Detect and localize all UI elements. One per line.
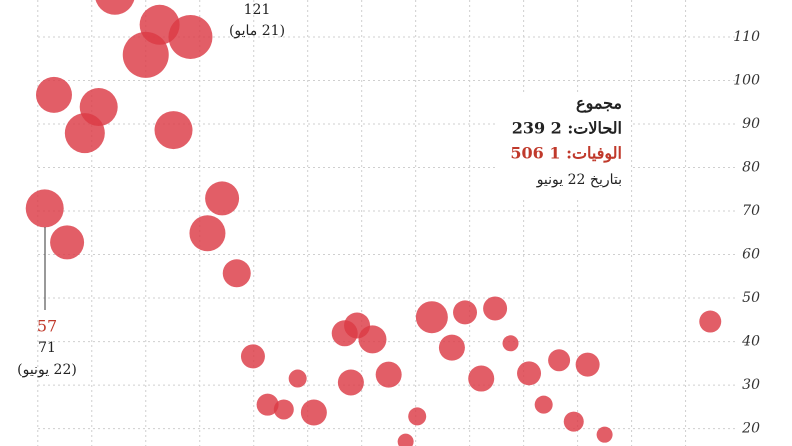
bubble <box>375 361 402 388</box>
bubble <box>300 399 327 426</box>
y-tick-label: 60 <box>742 247 760 263</box>
bubble <box>397 433 414 446</box>
annotation: (22 يونيو) <box>17 362 77 378</box>
y-tick-label: 40 <box>741 334 760 350</box>
bubble <box>596 426 613 443</box>
bubble <box>25 189 64 228</box>
bubble <box>50 225 85 260</box>
bubble <box>699 310 722 333</box>
bubble <box>168 14 213 59</box>
y-tick-label: 100 <box>733 72 760 88</box>
bubble <box>534 395 553 414</box>
bubble <box>453 300 478 325</box>
bubble <box>337 369 364 396</box>
bubble <box>288 369 307 388</box>
bubble <box>358 325 387 354</box>
bubble <box>122 31 169 78</box>
bubble <box>468 365 495 392</box>
totals-heading: مجموع <box>576 94 622 114</box>
bubble <box>189 215 226 252</box>
annotation: 121 <box>244 2 271 18</box>
bubble <box>483 296 508 321</box>
y-tick-label: 90 <box>742 116 760 132</box>
totals-date: بتاريخ 22 يونيو <box>536 172 622 188</box>
totals-cases: الحالات: 2 239 <box>512 119 622 138</box>
y-tick-label: 30 <box>742 377 760 393</box>
bubble <box>35 76 72 113</box>
annotation: (21 مايو) <box>229 23 285 39</box>
y-tick-label: 110 <box>733 29 760 45</box>
y-tick-label: 70 <box>742 203 760 219</box>
y-tick-label: 80 <box>742 160 760 176</box>
bubbles <box>25 0 722 446</box>
annotation: 57 <box>37 317 57 336</box>
bubble <box>575 352 600 377</box>
bubble <box>95 0 135 15</box>
bubble <box>438 334 465 361</box>
bubble <box>240 344 265 369</box>
totals-box <box>495 92 630 198</box>
bubble <box>256 393 279 416</box>
bubble <box>205 181 240 216</box>
bubble <box>415 301 448 334</box>
bubble <box>563 411 584 432</box>
annotation: 71 <box>38 340 56 356</box>
bubble <box>408 407 427 426</box>
bubble <box>64 113 105 154</box>
bubble <box>273 399 294 420</box>
y-tick-label: 20 <box>741 421 760 437</box>
totals-deaths: الوفيات: 1 506 <box>510 144 622 164</box>
y-tick-label: 50 <box>742 290 760 306</box>
bubble <box>517 361 542 386</box>
bubble <box>154 111 193 150</box>
bubble <box>548 349 571 372</box>
bubble <box>502 335 519 352</box>
bubble <box>222 259 251 288</box>
